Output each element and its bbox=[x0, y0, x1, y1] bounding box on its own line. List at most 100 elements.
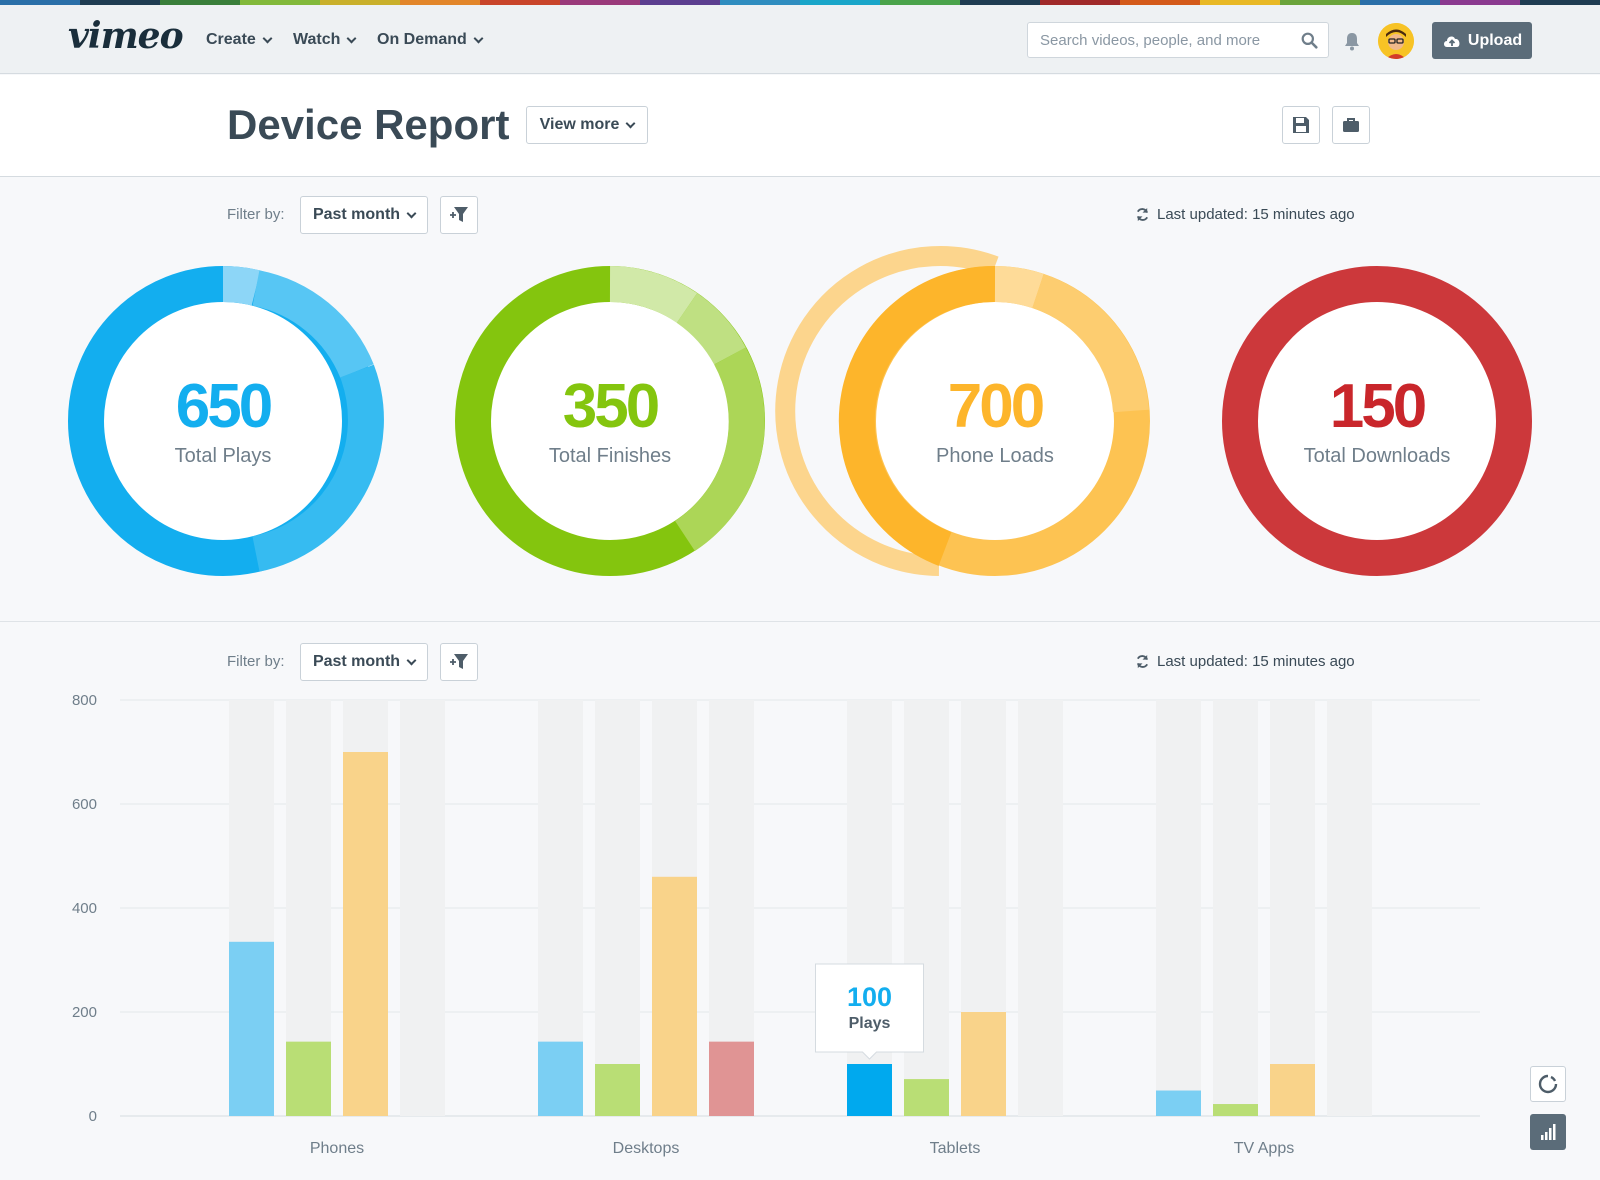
chevron-down-icon bbox=[406, 208, 417, 218]
bar-slot-background bbox=[1270, 700, 1315, 1116]
x-tick-label: Desktops bbox=[613, 1140, 680, 1157]
nav-watch[interactable]: Watch bbox=[293, 31, 357, 49]
y-tick-label: 400 bbox=[72, 900, 97, 917]
period-dropdown-value: Past month bbox=[312, 206, 401, 223]
bar[interactable] bbox=[343, 752, 388, 1116]
filter-label: Filter by: bbox=[227, 653, 285, 670]
upload-button[interactable]: Upload bbox=[1432, 22, 1532, 59]
rainbow-segment bbox=[640, 0, 720, 5]
view-more-button[interactable]: View more bbox=[526, 106, 648, 144]
period-dropdown[interactable]: Past month bbox=[300, 643, 428, 681]
rainbow-segment bbox=[1120, 0, 1200, 5]
top-navigation: vimeo Create Watch On Demand Search vide… bbox=[0, 5, 1600, 74]
ring-chart-icon bbox=[1538, 1074, 1558, 1094]
x-tick-label: TV Apps bbox=[1234, 1140, 1294, 1157]
total-downloads-value: 150 bbox=[1329, 372, 1427, 441]
bar-slot-background bbox=[904, 700, 949, 1116]
nav-on-demand[interactable]: On Demand bbox=[377, 31, 484, 49]
device-bar-chart: 800 600 400 200 0 Phones Desktops Tablets TV App… bbox=[72, 692, 1480, 1157]
cloud-upload-icon bbox=[1443, 36, 1460, 47]
chart-panel: Filter by: Past month Last updated: 15 m… bbox=[0, 623, 1600, 1180]
total-finishes-value: 350 bbox=[562, 372, 660, 441]
period-dropdown-value: Past month bbox=[312, 653, 401, 670]
bar-view-button[interactable] bbox=[1530, 1114, 1566, 1150]
bar[interactable] bbox=[961, 1012, 1006, 1116]
avatar-face-icon bbox=[1378, 23, 1414, 59]
bar[interactable] bbox=[538, 1041, 583, 1116]
rainbow-stripe bbox=[0, 0, 1600, 5]
total-downloads-label: Total Downloads bbox=[1303, 445, 1451, 467]
total-finishes-donut[interactable] bbox=[440, 251, 780, 591]
page-title: Device Report bbox=[227, 101, 510, 148]
last-updated: Last updated: 15 minutes ago bbox=[1135, 206, 1355, 223]
search-placeholder: Search videos, people, and more bbox=[1040, 31, 1261, 49]
y-tick-label: 0 bbox=[89, 1108, 97, 1125]
last-updated-text: Last updated: 15 minutes ago bbox=[1157, 653, 1355, 670]
rainbow-segment bbox=[560, 0, 640, 5]
chevron-down-icon bbox=[346, 33, 357, 43]
bar[interactable] bbox=[904, 1079, 949, 1116]
bar-slot-background bbox=[1156, 700, 1201, 1116]
rainbow-segment bbox=[1520, 0, 1600, 5]
tooltip-value: 100 bbox=[847, 982, 892, 1012]
chevron-down-icon bbox=[262, 33, 273, 43]
chevron-down-icon bbox=[625, 118, 636, 128]
bell-icon[interactable] bbox=[1343, 31, 1361, 51]
vimeo-logo[interactable]: vimeo bbox=[68, 15, 184, 57]
add-filter-button[interactable] bbox=[440, 196, 478, 234]
bar[interactable] bbox=[286, 1041, 331, 1116]
add-filter-icon bbox=[450, 654, 468, 669]
last-updated: Last updated: 15 minutes ago bbox=[1135, 653, 1355, 670]
last-updated-text: Last updated: 15 minutes ago bbox=[1157, 206, 1355, 223]
bar-slot-background bbox=[1213, 700, 1258, 1116]
upload-label: Upload bbox=[1467, 31, 1523, 49]
briefcase-button[interactable] bbox=[1332, 106, 1370, 144]
phone-loads-donut[interactable] bbox=[775, 246, 1165, 591]
rainbow-segment bbox=[80, 0, 160, 5]
search-input[interactable]: Search videos, people, and more bbox=[1027, 22, 1329, 58]
bar-slot-background bbox=[595, 700, 640, 1116]
nav-watch-label: Watch bbox=[293, 31, 341, 48]
bar-chart-icon bbox=[1541, 1124, 1556, 1140]
rainbow-segment bbox=[1440, 0, 1520, 5]
rainbow-segment bbox=[720, 0, 800, 5]
refresh-icon[interactable] bbox=[1135, 207, 1150, 222]
bar[interactable] bbox=[709, 1041, 754, 1116]
briefcase-icon bbox=[1343, 118, 1359, 132]
bar[interactable] bbox=[1270, 1064, 1315, 1116]
bar[interactable] bbox=[652, 876, 697, 1116]
nav-on-demand-label: On Demand bbox=[377, 31, 467, 48]
bar[interactable] bbox=[1156, 1090, 1201, 1116]
y-tick-label: 800 bbox=[72, 692, 97, 709]
page-header: Device Report View more bbox=[0, 75, 1600, 177]
tooltip-label: Plays bbox=[849, 1015, 891, 1032]
summary-panel: Filter by: Past month Last updated: 15 m… bbox=[0, 177, 1600, 622]
rainbow-segment bbox=[400, 0, 480, 5]
rainbow-segment bbox=[240, 0, 320, 5]
total-plays-donut[interactable] bbox=[53, 251, 393, 591]
total-plays-value: 650 bbox=[175, 372, 273, 441]
bar[interactable] bbox=[595, 1064, 640, 1116]
bar[interactable] bbox=[1213, 1104, 1258, 1116]
nav-create[interactable]: Create bbox=[206, 31, 273, 49]
total-downloads-donut[interactable] bbox=[1207, 251, 1547, 591]
bar[interactable] bbox=[229, 941, 274, 1116]
view-more-label: View more bbox=[539, 116, 620, 133]
search-icon[interactable] bbox=[1301, 32, 1318, 49]
period-dropdown[interactable]: Past month bbox=[300, 196, 428, 234]
rainbow-segment bbox=[480, 0, 560, 5]
bar-slot-background bbox=[1327, 700, 1372, 1116]
add-filter-icon bbox=[450, 207, 468, 222]
y-tick-label: 200 bbox=[72, 1004, 97, 1021]
x-tick-label: Tablets bbox=[930, 1140, 981, 1157]
x-tick-label: Phones bbox=[310, 1140, 364, 1157]
bar-tooltip bbox=[815, 963, 924, 1060]
donut-view-button[interactable] bbox=[1530, 1066, 1566, 1102]
refresh-icon[interactable] bbox=[1135, 654, 1150, 669]
bar[interactable] bbox=[847, 1064, 892, 1116]
avatar[interactable] bbox=[1378, 23, 1414, 59]
add-filter-button[interactable] bbox=[440, 643, 478, 681]
save-button[interactable] bbox=[1282, 106, 1320, 144]
filter-label: Filter by: bbox=[227, 206, 285, 223]
rainbow-segment bbox=[960, 0, 1040, 5]
